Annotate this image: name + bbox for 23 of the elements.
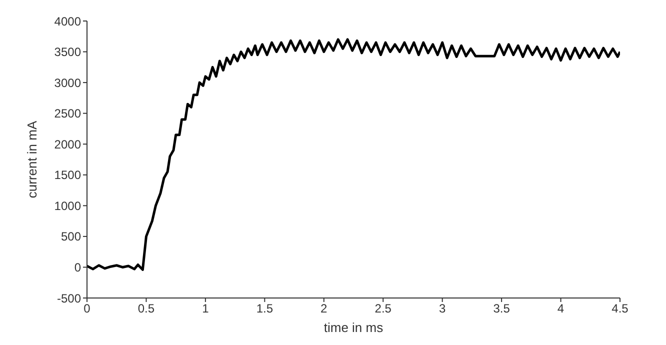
x-tick-label: 4.5 bbox=[612, 302, 629, 316]
y-tick-label: 2500 bbox=[54, 106, 82, 121]
x-tick-label: 0.5 bbox=[138, 302, 155, 316]
y-tick-label: 1500 bbox=[54, 168, 82, 182]
y-tick-label: 0 bbox=[74, 260, 82, 274]
y-tick-label: 4000 bbox=[54, 14, 82, 28]
y-tick-label: 3500 bbox=[54, 45, 82, 60]
y-tick-label: 3000 bbox=[54, 76, 82, 90]
line-series bbox=[87, 38, 620, 271]
y-tick-label: 2000 bbox=[54, 137, 82, 152]
y-tick-label: -500 bbox=[56, 291, 82, 306]
x-tick-label: 1 bbox=[202, 302, 210, 316]
x-tick-label: 2.5 bbox=[374, 302, 392, 316]
y-tick-label: 500 bbox=[60, 230, 82, 244]
x-tick-label: 3.5 bbox=[493, 302, 510, 316]
x-tick-label: 2 bbox=[320, 302, 328, 316]
x-tick-label: 1.5 bbox=[256, 302, 274, 316]
x-tick-label: 3 bbox=[438, 302, 446, 316]
y-axis-title: current in mA bbox=[24, 120, 40, 198]
y-tick-label: 1000 bbox=[54, 198, 82, 213]
x-axis-title: time in ms bbox=[324, 320, 384, 335]
x-tick-label: 0 bbox=[84, 302, 91, 316]
x-tick-label: 4 bbox=[557, 302, 564, 316]
